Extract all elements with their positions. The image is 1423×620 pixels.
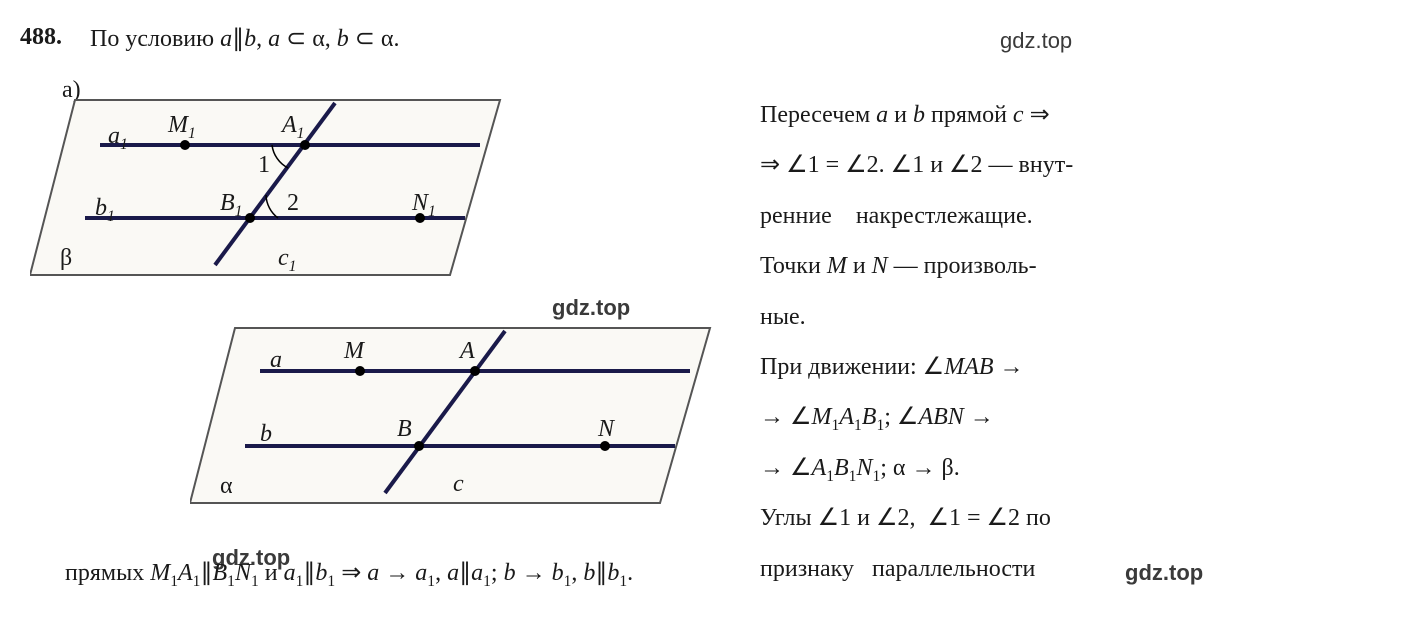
problem-number: 488. <box>20 24 62 51</box>
point-A-label: A <box>460 338 475 365</box>
angle-2-label: 2 <box>287 190 299 217</box>
point-B1-label: B1 <box>220 190 242 221</box>
line-b1-label: b1 <box>95 195 115 226</box>
line-a-label: a <box>270 347 282 374</box>
diagram-beta: a1 b1 c1 M1 A1 B1 N1 1 2 β <box>30 90 515 285</box>
bottom-text: прямых M1A1∥B1N1 и a1∥b1 ⇒ a → a1, a∥a1;… <box>65 558 1165 591</box>
solution-text: Пересечем a и b прямой c ⇒ ⇒ ∠1 = ∠2. ∠1… <box>760 90 1170 594</box>
plane-beta-label: β <box>60 245 72 272</box>
problem-header: По условию a∥b, a ⊂ α, b ⊂ α. <box>90 24 399 53</box>
angle-1-label: 1 <box>258 152 270 179</box>
line-c1-label: c1 <box>278 245 296 276</box>
point-B-label: B <box>397 416 412 443</box>
diagram-alpha: a b c M A B N α <box>190 318 720 513</box>
line-b-label: b <box>260 421 272 448</box>
watermark: gdz.top <box>1000 28 1072 54</box>
point-A1-label: A1 <box>282 112 304 143</box>
line-c-label: c <box>453 471 464 498</box>
point-M1-label: M1 <box>168 112 196 143</box>
plane-alpha-label: α <box>220 473 233 500</box>
line-a1-label: a1 <box>108 123 128 154</box>
point-M-label: M <box>344 338 364 365</box>
point-N-label: N <box>598 416 614 443</box>
point-N1-label: N1 <box>412 190 436 221</box>
